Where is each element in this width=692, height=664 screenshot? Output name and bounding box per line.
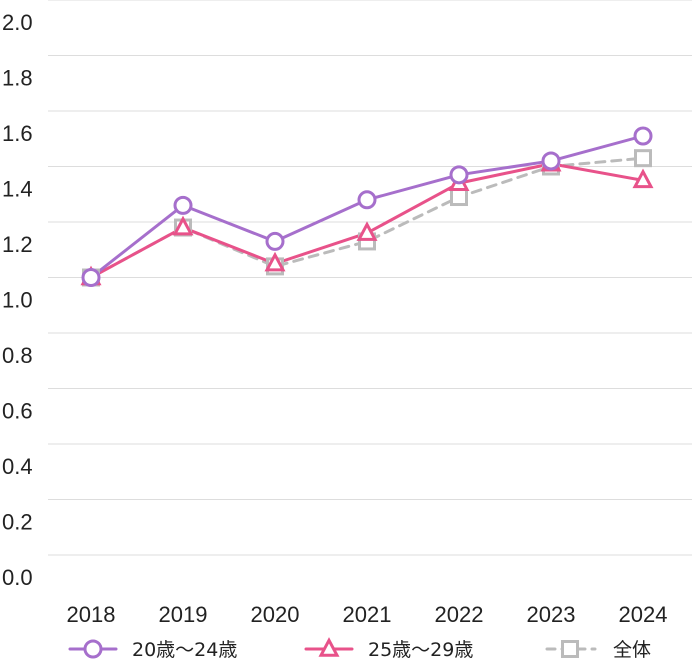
y-tick-label: 0.6 (2, 399, 33, 424)
y-axis-tick-labels: 0.0 0.2 0.4 0.6 0.8 1.0 1.2 1.4 1.6 1.8 2.0 (2, 10, 33, 590)
x-tick-label: 2023 (527, 602, 576, 627)
legend-label: 全体 (613, 639, 651, 661)
data-point (172, 215, 194, 236)
series-line (89, 162, 645, 279)
legend-label: 20歳〜24歳 (132, 639, 237, 661)
data-point (265, 231, 285, 251)
legend-item: 25歳〜29歳 (304, 637, 473, 661)
data-point (173, 195, 193, 215)
x-tick-label: 2019 (159, 602, 208, 627)
y-tick-label: 0.0 (2, 565, 33, 590)
grid-lines (48, 0, 692, 556)
legend-item: 全体 (545, 639, 651, 661)
data-point (357, 190, 377, 210)
data-point (449, 165, 469, 185)
y-tick-label: 0.4 (2, 454, 33, 479)
x-tick-label: 2018 (67, 602, 116, 627)
legend-label: 25歳〜29歳 (368, 639, 473, 661)
y-tick-label: 1.4 (2, 177, 33, 202)
legend-item: 20歳〜24歳 (68, 639, 237, 661)
data-point (264, 251, 286, 272)
y-tick-label: 1.0 (2, 288, 33, 313)
x-axis-tick-labels: 2018 2019 2020 2021 2022 2023 2024 (67, 602, 668, 627)
x-tick-label: 2020 (251, 602, 300, 627)
legend-marker (83, 639, 103, 659)
y-tick-label: 1.6 (2, 121, 33, 146)
y-tick-label: 1.8 (2, 66, 33, 91)
legend: 20歳〜24歳 25歳〜29歳 全体 (68, 637, 651, 661)
data-point (450, 188, 468, 207)
legend-marker (318, 637, 340, 657)
y-tick-label: 1.2 (2, 232, 33, 257)
data-point (356, 221, 378, 241)
series-markers (80, 126, 654, 287)
data-point (634, 149, 652, 168)
data-point (541, 151, 561, 171)
x-tick-label: 2024 (619, 602, 668, 627)
x-tick-label: 2022 (435, 602, 484, 627)
legend-marker (561, 640, 579, 658)
y-tick-label: 2.0 (2, 10, 33, 35)
data-point (81, 268, 101, 287)
data-point (632, 168, 654, 189)
data-point (633, 126, 653, 146)
y-tick-label: 0.8 (2, 343, 33, 368)
series-line (89, 156, 645, 279)
x-tick-label: 2021 (343, 602, 392, 627)
y-tick-label: 0.2 (2, 510, 33, 535)
